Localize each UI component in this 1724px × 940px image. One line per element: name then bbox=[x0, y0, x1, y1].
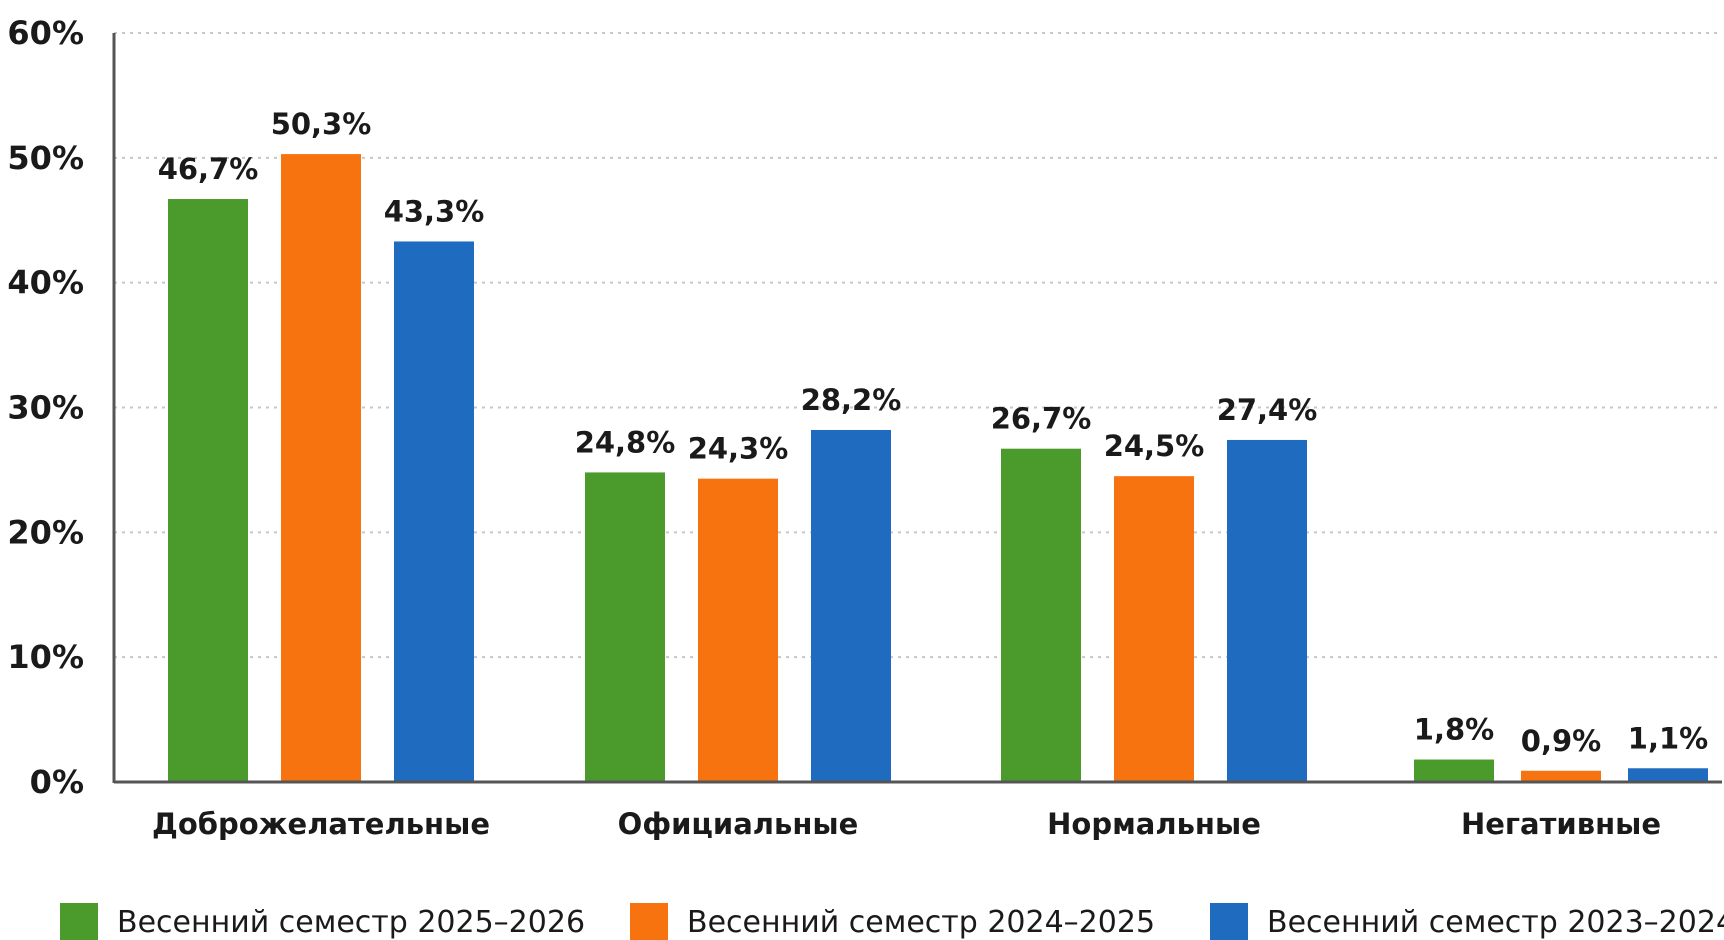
bar bbox=[811, 429, 891, 782]
data-labels: 46,7% 24,8% 26,7% 1,8% 50,3% 24,3% 24,5% 0,9% 43… bbox=[158, 107, 1709, 758]
legend-label: Весенний семестр 2023–2024 bbox=[1267, 905, 1724, 940]
data-label: 46,7% bbox=[158, 152, 259, 186]
bar bbox=[1628, 768, 1708, 782]
legend-swatch bbox=[60, 903, 98, 940]
data-label: 26,7% bbox=[991, 402, 1092, 436]
bar bbox=[585, 472, 665, 782]
data-label: 43,3% bbox=[384, 194, 485, 228]
legend-swatch bbox=[1210, 903, 1248, 940]
y-tick-label: 60% bbox=[7, 14, 84, 52]
legend-item: Весенний семестр 2025–2026 bbox=[60, 903, 585, 940]
bars bbox=[168, 154, 1708, 783]
x-tick-label: Доброжелательные bbox=[152, 807, 490, 841]
x-tick-label: Нормальные bbox=[1047, 807, 1261, 841]
bar bbox=[698, 478, 778, 782]
legend: Весенний семестр 2025–2026 Весенний семес… bbox=[60, 903, 1724, 940]
bar bbox=[1001, 448, 1081, 782]
legend-swatch bbox=[630, 903, 668, 940]
y-tick-label: 30% bbox=[7, 389, 84, 427]
y-tick-label: 10% bbox=[7, 638, 84, 676]
axes bbox=[112, 33, 1722, 784]
bar bbox=[1521, 770, 1601, 782]
y-tick-label: 50% bbox=[7, 139, 84, 177]
bar bbox=[1414, 759, 1494, 782]
bar bbox=[281, 154, 361, 783]
legend-label: Весенний семестр 2024–2025 bbox=[687, 905, 1155, 940]
data-label: 24,5% bbox=[1104, 429, 1205, 463]
data-label: 24,8% bbox=[575, 425, 676, 459]
data-label: 0,9% bbox=[1521, 724, 1601, 758]
legend-item: Весенний семестр 2024–2025 bbox=[630, 903, 1155, 940]
legend-label: Весенний семестр 2025–2026 bbox=[117, 905, 585, 940]
y-tick-label: 40% bbox=[7, 264, 84, 302]
y-tick-label: 20% bbox=[7, 513, 84, 551]
data-label: 24,3% bbox=[688, 432, 789, 466]
bar bbox=[394, 241, 474, 782]
data-label: 50,3% bbox=[271, 107, 372, 141]
data-label: 27,4% bbox=[1217, 393, 1318, 427]
bar bbox=[168, 199, 248, 783]
data-label: 1,8% bbox=[1414, 713, 1494, 747]
x-tick-label: Официальные bbox=[618, 807, 859, 841]
data-label: 1,1% bbox=[1628, 721, 1708, 755]
x-tick-label: Негативные bbox=[1461, 807, 1661, 841]
x-axis-ticks: Доброжелательные Официальные Нормальные Нег… bbox=[152, 807, 1661, 841]
y-tick-label: 0% bbox=[30, 763, 84, 801]
legend-item: Весенний семестр 2023–2024 bbox=[1210, 903, 1724, 940]
y-axis-ticks: 0% 10% 20% 30% 40% 50% 60% bbox=[7, 14, 84, 801]
data-label: 28,2% bbox=[801, 383, 902, 417]
bar bbox=[1114, 476, 1194, 782]
bar bbox=[1227, 439, 1307, 782]
